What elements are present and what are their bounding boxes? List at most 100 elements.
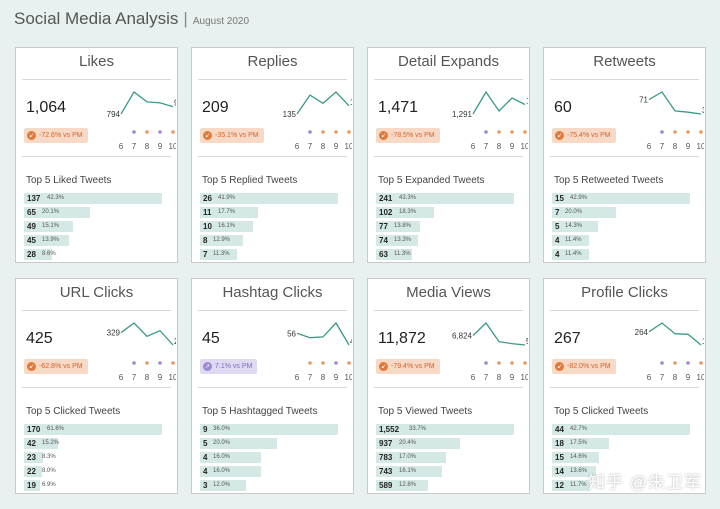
divider <box>22 310 171 311</box>
top5-bar <box>376 207 435 218</box>
top5-bar-pct: 17.0% <box>399 454 417 460</box>
change-badge: ↙ -62.8% vs PM <box>24 359 88 374</box>
top5-bar <box>552 207 617 218</box>
sparkline-last-label: 40 <box>350 337 352 346</box>
sparkline-dot <box>686 130 690 134</box>
divider <box>198 156 347 157</box>
top5-bar <box>552 235 589 246</box>
top5-bar-pct: 11.3% <box>213 251 230 257</box>
top5-bar-value: 18 <box>555 439 564 448</box>
top5-bar-value: 1,552 <box>379 425 400 434</box>
top5-bar <box>24 207 90 218</box>
sparkline-last-label: 944 <box>174 99 176 108</box>
top5-bar <box>376 480 429 491</box>
x-tick-label: 6 <box>471 142 476 151</box>
top5-bar-value: 4 <box>203 467 208 476</box>
watermark: 知乎 @朱卫军 <box>588 473 702 492</box>
arrow-down-icon: ↙ <box>27 131 36 140</box>
sparkline-series <box>472 322 526 346</box>
top5-bar-value: 28 <box>27 250 36 259</box>
top5-bar-pct: 42.7% <box>570 426 588 432</box>
sparkline-series <box>648 91 702 115</box>
top5-bar-pct: 41.9% <box>218 195 236 201</box>
change-text: -72.6% vs PM <box>39 132 83 139</box>
sparkline-dot <box>510 130 514 134</box>
x-tick-label: 9 <box>510 142 515 151</box>
arrow-down-icon: ↙ <box>27 362 36 371</box>
top5-bar-pct: 16.1% <box>399 468 417 474</box>
top5-bar <box>552 438 609 449</box>
top5-bar <box>24 438 59 449</box>
kpi-value: 209 <box>202 99 229 116</box>
card-title: Profile Clicks <box>581 284 668 301</box>
top5-bar-pct: 18.3% <box>399 209 417 215</box>
top5-bar-pct: 20.0% <box>213 440 231 446</box>
divider <box>550 79 699 80</box>
top5-bar-pct: 15.1% <box>42 223 60 229</box>
sparkline-first-label: 264 <box>635 328 649 337</box>
top5-bar <box>200 466 262 477</box>
top5-bar <box>200 452 262 463</box>
top5-bar-value: 12 <box>555 481 564 490</box>
arrow-down-icon: ↙ <box>555 362 564 371</box>
top5-title: Top 5 Hashtagged Tweets <box>202 406 318 417</box>
sparkline-dot <box>334 130 338 134</box>
top5-bar-pct: 14.3% <box>565 223 583 229</box>
card-title: Hashtag Clicks <box>222 284 323 301</box>
x-tick-label: 7 <box>132 142 137 151</box>
top5-bar-pct: 11.3% <box>394 251 411 257</box>
divider <box>550 156 699 157</box>
top5-bar-value: 11 <box>203 208 212 217</box>
sparkline-dot <box>321 130 325 134</box>
top5-bar <box>24 193 162 204</box>
top5-bar-value: 42 <box>27 439 36 448</box>
sparkline-dot <box>699 130 703 134</box>
top5-bar-value: 8 <box>203 236 208 245</box>
top5-bar-value: 5 <box>203 439 208 448</box>
top5-bar <box>552 452 600 463</box>
top5-title: Top 5 Retweeted Tweets <box>554 175 664 186</box>
top5-bar <box>552 424 690 435</box>
top5-bar-pct: 20.0% <box>565 209 583 215</box>
sparkline-dot <box>523 361 527 365</box>
top5-bar-value: 15 <box>555 453 564 462</box>
top5-title: Top 5 Replied Tweets <box>202 175 298 186</box>
top5-bar-value: 9 <box>203 425 208 434</box>
arrow-down-icon: ↙ <box>203 131 212 140</box>
sparkline-dot <box>497 130 501 134</box>
kpi-value: 1,064 <box>26 99 67 116</box>
top5-bar-value: 14 <box>555 467 564 476</box>
change-badge: ↙ -75.4% vs PM <box>552 128 616 143</box>
top5-bar <box>200 235 243 246</box>
top5-bar <box>552 221 598 232</box>
top5-bar-pct: 16.0% <box>213 468 231 474</box>
top5-bar <box>552 466 596 477</box>
sparkline-dot <box>673 130 677 134</box>
sparkline-dot <box>132 361 136 365</box>
top5-bar-pct: 20.4% <box>399 440 417 446</box>
top5-bar-value: 4 <box>203 453 208 462</box>
top5-bar-pct: 16.0% <box>213 454 231 460</box>
kpi-card-media-views: Media Views 11,872 ↙-79.4% vs PM 6,824 5,396… <box>367 278 530 494</box>
top5-bar-pct: 13.9% <box>42 237 60 243</box>
x-tick-label: 6 <box>471 373 476 382</box>
top5-bar-pct: 61.6% <box>47 426 65 432</box>
sparkline-dot <box>686 361 690 365</box>
top5-bar-pct: 12.9% <box>213 237 231 243</box>
sparkline-first-label: 56 <box>287 329 296 338</box>
change-badge: ↙ -82.0% vs PM <box>552 359 616 374</box>
x-tick-label: 9 <box>334 373 339 382</box>
top5-bar-pct: 14.6% <box>570 454 588 460</box>
top5-bar <box>200 480 246 491</box>
top5-bar-pct: 42.9% <box>570 195 588 201</box>
divider <box>22 156 171 157</box>
top5-bar-pct: 33.7% <box>409 426 427 432</box>
divider <box>198 387 347 388</box>
top5-bar-pct: 11.4% <box>565 237 582 243</box>
divider <box>550 310 699 311</box>
top5-bar-pct: 17.7% <box>218 209 236 215</box>
